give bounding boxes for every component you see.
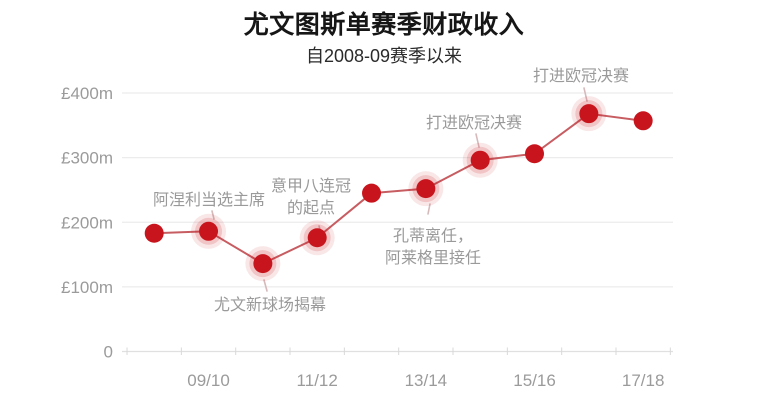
annotation-text: 尤文新球场揭幕: [214, 296, 326, 314]
data-point: [307, 228, 327, 248]
chart-subtitle: 自2008-09赛季以来: [305, 46, 463, 66]
x-axis-label: 17/18: [622, 371, 665, 390]
data-point: [144, 223, 164, 243]
y-axis-label: £200m: [61, 213, 113, 232]
annotation-text: 阿涅利当选主席: [153, 191, 265, 209]
data-point: [525, 144, 545, 164]
y-axis-label: 0: [104, 343, 113, 362]
data-point: [416, 179, 436, 199]
x-axis-label: 09/10: [187, 371, 230, 390]
chart-header: 尤文图斯单赛季财政收入 自2008-09赛季以来: [0, 10, 768, 67]
revenue-series-line: [154, 112, 644, 265]
y-axis-label: £400m: [61, 84, 113, 103]
data-point: [633, 111, 653, 131]
annotation-connector: [427, 203, 431, 215]
annotation-connector: [263, 279, 268, 292]
annotation-text: 打进欧冠决赛: [426, 113, 522, 132]
y-axis-label: £300m: [61, 149, 113, 168]
data-point: [579, 104, 599, 124]
chart-title: 尤文图斯单赛季财政收入: [243, 11, 525, 39]
y-axis-label: £100m: [61, 278, 113, 297]
annotation-text: 意甲八连冠: [271, 176, 351, 195]
annotation-connector: [583, 87, 588, 102]
data-point: [362, 183, 382, 203]
annotation-connector: [211, 210, 215, 220]
data-point: [470, 150, 490, 170]
data-point: [253, 254, 273, 274]
x-axis-label: 13/14: [405, 371, 448, 390]
annotation-text: 阿莱格里接任: [385, 249, 481, 267]
x-axis-label: 15/16: [513, 371, 556, 390]
data-point: [199, 221, 219, 241]
annotation-connector: [475, 133, 480, 148]
annotation-text: 孔蒂离任，: [393, 227, 473, 245]
annotation-text: 的起点: [287, 199, 335, 217]
x-axis-label: 11/12: [297, 371, 338, 390]
annotation-text: 打进欧冠决赛: [533, 66, 629, 85]
